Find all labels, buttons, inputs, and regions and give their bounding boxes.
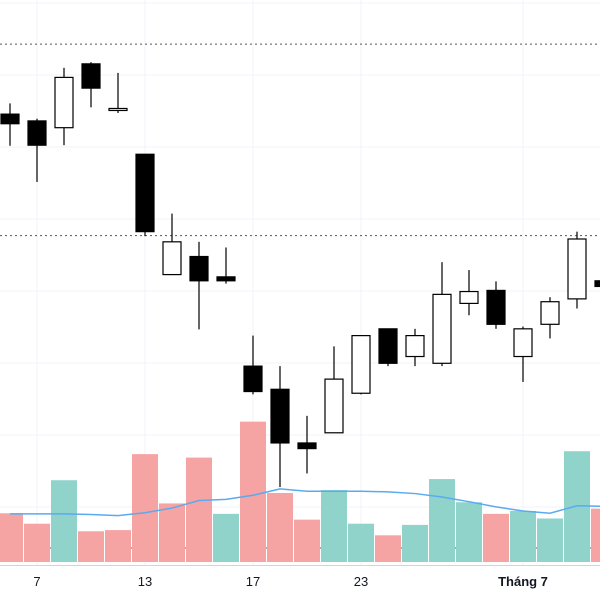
candle (594, 280, 600, 288)
candle-body-down (216, 276, 236, 282)
volume-bar (429, 479, 455, 562)
volume-bar (402, 524, 428, 562)
candle (432, 262, 452, 367)
candle (108, 72, 128, 113)
volume-bar (294, 519, 320, 562)
volume-bar (0, 513, 23, 562)
volume-bar (132, 454, 158, 562)
volume-bar (537, 518, 563, 562)
candle-body-down (81, 63, 101, 89)
candle-body-up (405, 335, 425, 358)
candle-body-down (378, 328, 398, 364)
volume-bar (159, 503, 185, 562)
candle-body-up (54, 76, 74, 129)
candle (162, 213, 182, 276)
x-tick-label: 23 (354, 574, 368, 589)
candle-body-up (540, 301, 560, 325)
candle (513, 326, 533, 382)
volume-bar (375, 535, 401, 562)
candle-body-down (270, 388, 290, 444)
candle-body-up (351, 335, 371, 394)
x-tick-label: Tháng 7 (498, 574, 548, 589)
volume-bar (456, 502, 482, 562)
candle-body-up (459, 290, 479, 305)
candle (378, 328, 398, 367)
volume-bar (105, 530, 131, 562)
candle-body-down (594, 280, 600, 288)
candle (567, 231, 587, 309)
time-axis: 7 13 17 23 Tháng 7 (0, 565, 600, 600)
candle-body-up (567, 238, 587, 300)
candle (216, 247, 236, 284)
candle-body-down (243, 365, 263, 393)
candle-body-up (162, 241, 182, 276)
candle (324, 346, 344, 434)
x-tick-label: 13 (138, 574, 152, 589)
volume-bar (51, 480, 77, 562)
candle (81, 62, 101, 108)
candle (270, 366, 290, 488)
candle-body-down (135, 153, 155, 233)
volume-ma (10, 488, 600, 517)
candle (135, 153, 155, 237)
volume-bar (483, 513, 509, 562)
candle (54, 67, 74, 146)
volume-bar (78, 531, 104, 562)
candle-body-up (432, 293, 452, 364)
volume-bar (348, 523, 374, 562)
candle (243, 335, 263, 395)
volume-ma-line (10, 488, 600, 517)
candle (351, 335, 371, 395)
candles (0, 62, 600, 488)
candle (297, 415, 317, 474)
candle (486, 281, 506, 329)
candle-body-up (324, 378, 344, 434)
volume-bar (510, 510, 536, 562)
candle (540, 297, 560, 339)
candle (27, 118, 47, 182)
candle-body-up (108, 107, 128, 112)
volume-bar (267, 492, 293, 562)
candle-body-down (486, 289, 506, 325)
candle-body-down (0, 113, 20, 125)
x-tick-label: 7 (33, 574, 40, 589)
volume-bars (0, 421, 600, 562)
candle-body-down (27, 120, 47, 146)
candle (189, 241, 209, 330)
candle-body-down (297, 442, 317, 450)
volume-bar (24, 523, 50, 562)
time-axis-background (0, 565, 600, 600)
volume-bar (240, 421, 266, 562)
volume-bar (186, 457, 212, 562)
candle (405, 328, 425, 367)
volume-bar (213, 513, 239, 562)
volume-bar (321, 490, 347, 562)
candle-body-down (189, 255, 209, 282)
candle (459, 270, 479, 316)
x-tick-label: 17 (246, 574, 260, 589)
candle (0, 103, 20, 146)
candle-body-up (513, 328, 533, 358)
volume-bar (591, 508, 600, 562)
